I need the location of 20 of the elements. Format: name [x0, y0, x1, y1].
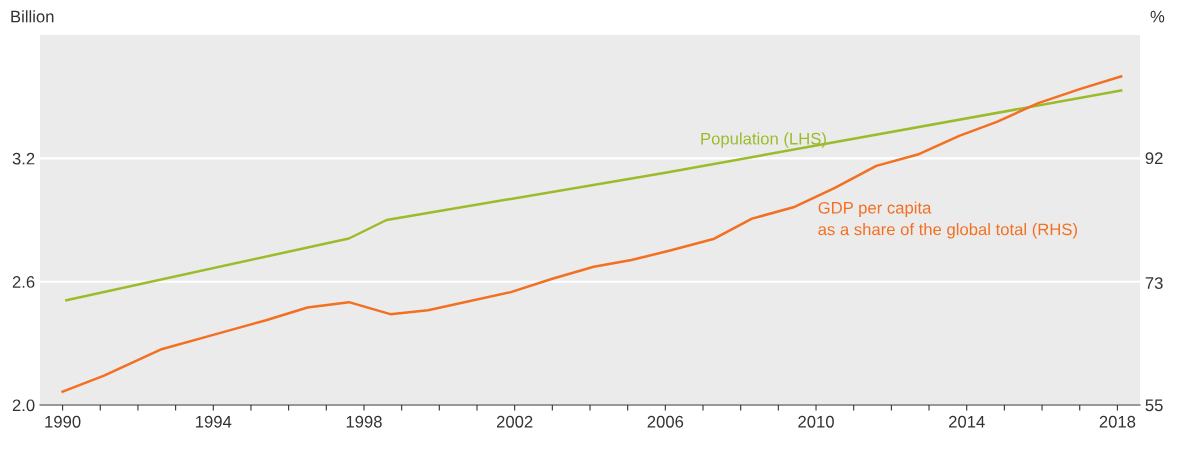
x-tick-label: 1994	[196, 415, 232, 428]
y-tick-label: 3.2	[12, 152, 35, 165]
line-series	[65, 89, 1123, 302]
y-tick-label: 2.0	[12, 399, 35, 412]
y-tick-label: 2.6	[12, 276, 35, 288]
y2-tick-label: 55	[1145, 399, 1163, 412]
x-tick-label: 2006	[647, 415, 684, 428]
series-label: GDP per capita as a share of the global total (RHS)	[818, 201, 1077, 239]
y2-axis-title: %	[1150, 10, 1165, 23]
x-tick-label: 2018	[1099, 415, 1136, 428]
y2-tick-label: 73	[1145, 277, 1163, 289]
x-tick-label: 1998	[346, 415, 382, 428]
y-axis-title: Billion	[11, 10, 54, 23]
x-tick-label: 1990	[45, 415, 81, 428]
line-series	[61, 75, 1123, 393]
x-tick-label: 2014	[949, 415, 985, 428]
x-tick-label: 2010	[798, 415, 834, 428]
series-label: Population (LHS)	[701, 132, 826, 148]
y2-tick-label: 92	[1145, 152, 1163, 165]
x-tick-label: 2002	[496, 415, 533, 428]
